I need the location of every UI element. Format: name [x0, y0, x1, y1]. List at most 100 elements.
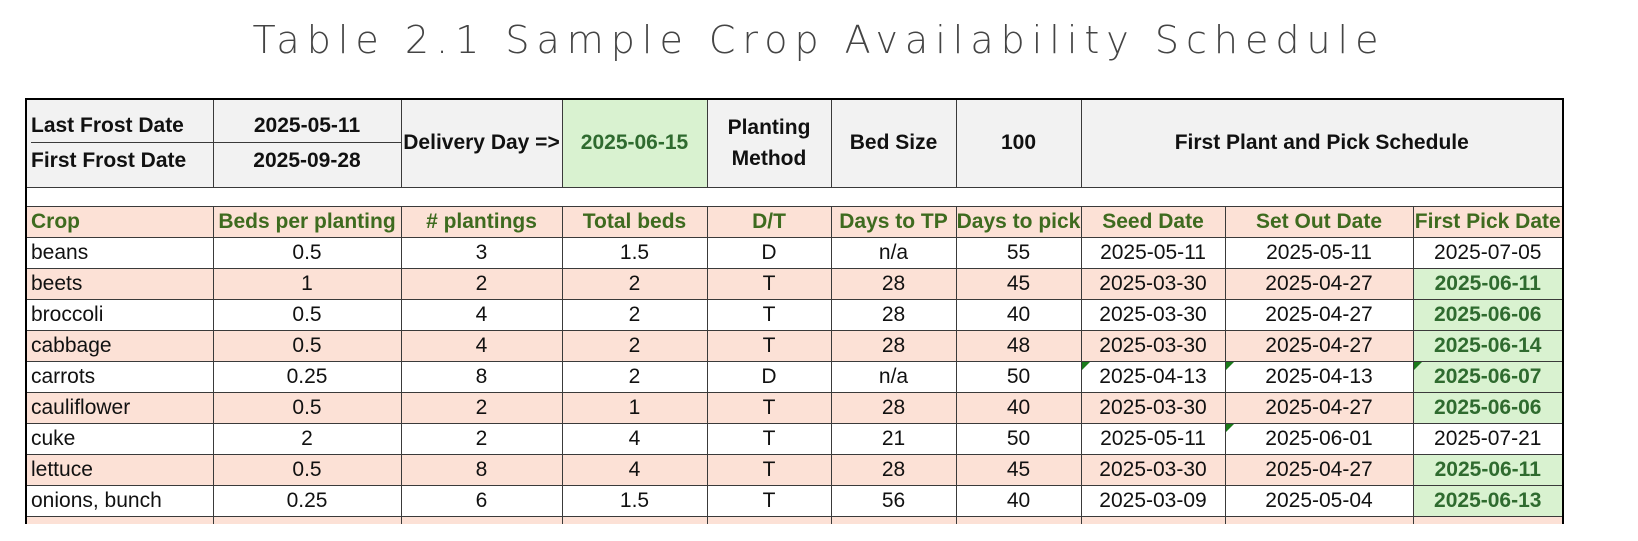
cell-plantings[interactable]: 8 [400, 360, 563, 393]
cell-crop[interactable]: cuke [25, 422, 214, 455]
cell-dt[interactable]: D [706, 360, 832, 393]
cell-plantings[interactable]: 4 [400, 298, 563, 331]
cell-seed-date[interactable]: 2025-03-30 [1080, 391, 1226, 424]
cell-dt[interactable]: T [706, 453, 832, 486]
cell-days-to-tp[interactable]: 28 [830, 298, 957, 331]
cell-dt[interactable]: T [706, 391, 832, 424]
cell-days-to-tp[interactable]: 28 [830, 391, 957, 424]
cell-total[interactable]: 2 [561, 267, 708, 300]
cell-cutoff[interactable] [1080, 515, 1226, 524]
cell-first-pick-date[interactable]: 2025-06-07 [1412, 360, 1564, 393]
frost-labels-cell[interactable]: Last Frost Date First Frost Date [25, 98, 214, 188]
cell-seed-date[interactable]: 2025-05-11 [1080, 422, 1226, 455]
cell-crop[interactable]: beans [25, 236, 214, 269]
cell-days-to-tp[interactable]: 28 [830, 453, 957, 486]
cell-dt[interactable]: T [706, 329, 832, 362]
col-header-total-beds[interactable]: Total beds [561, 205, 708, 238]
cell-dt[interactable]: T [706, 484, 832, 517]
col-header-crop[interactable]: Crop [25, 205, 214, 238]
cell-seed-date[interactable]: 2025-03-30 [1080, 453, 1226, 486]
cell-plantings[interactable]: 2 [400, 422, 563, 455]
cell-set-out-date[interactable]: 2025-04-27 [1224, 453, 1414, 486]
cell-beds[interactable]: 0.25 [212, 360, 402, 393]
cell-seed-date[interactable]: 2025-03-09 [1080, 484, 1226, 517]
cell-set-out-date[interactable]: 2025-05-04 [1224, 484, 1414, 517]
cell-cutoff[interactable] [1412, 515, 1564, 524]
cell-seed-date[interactable]: 2025-04-13 [1080, 360, 1226, 393]
col-header-dt[interactable]: D/T [706, 205, 832, 238]
cell-crop[interactable]: lettuce [25, 453, 214, 486]
cell-days-to-pick[interactable]: 45 [955, 267, 1082, 300]
cell-beds[interactable]: 0.25 [212, 484, 402, 517]
cell-total[interactable]: 1 [561, 391, 708, 424]
cell-days-to-tp[interactable]: 21 [830, 422, 957, 455]
cell-set-out-date[interactable]: 2025-04-27 [1224, 329, 1414, 362]
cell-seed-date[interactable]: 2025-03-30 [1080, 267, 1226, 300]
cell-days-to-pick[interactable]: 40 [955, 298, 1082, 331]
cell-plantings[interactable]: 6 [400, 484, 563, 517]
cell-cutoff[interactable] [400, 515, 563, 524]
cell-days-to-pick[interactable]: 45 [955, 453, 1082, 486]
cell-days-to-pick[interactable]: 40 [955, 391, 1082, 424]
cell-total[interactable]: 2 [561, 360, 708, 393]
cell-crop[interactable]: broccoli [25, 298, 214, 331]
cell-days-to-tp[interactable]: n/a [830, 360, 957, 393]
col-header-seed-date[interactable]: Seed Date [1080, 205, 1226, 238]
cell-cutoff[interactable] [561, 515, 708, 524]
cell-beds[interactable]: 0.5 [212, 298, 402, 331]
cell-total[interactable]: 2 [561, 298, 708, 331]
cell-beds[interactable]: 2 [212, 422, 402, 455]
col-header-beds-per-planting[interactable]: Beds per planting [212, 205, 402, 238]
cell-set-out-date[interactable]: 2025-04-27 [1224, 298, 1414, 331]
cell-plantings[interactable]: 3 [400, 236, 563, 269]
cell-days-to-pick[interactable]: 40 [955, 484, 1082, 517]
cell-cutoff[interactable] [955, 515, 1082, 524]
col-header-days-to-tp[interactable]: Days to TP [830, 205, 957, 238]
cell-total[interactable]: 2 [561, 329, 708, 362]
cell-first-pick-date[interactable]: 2025-07-21 [1412, 422, 1564, 455]
cell-plantings[interactable]: 2 [400, 391, 563, 424]
cell-crop[interactable]: cabbage [25, 329, 214, 362]
cell-beds[interactable]: 1 [212, 267, 402, 300]
bed-size-value[interactable]: 100 [955, 98, 1082, 188]
cell-total[interactable]: 1.5 [561, 484, 708, 517]
cell-days-to-pick[interactable]: 50 [955, 360, 1082, 393]
cell-days-to-pick[interactable]: 48 [955, 329, 1082, 362]
cell-first-pick-date[interactable]: 2025-06-13 [1412, 484, 1564, 517]
planting-method-label[interactable]: Planting Method [706, 98, 832, 188]
cell-set-out-date[interactable]: 2025-05-11 [1224, 236, 1414, 269]
cell-crop[interactable]: beets [25, 267, 214, 300]
cell-set-out-date[interactable]: 2025-04-13 [1224, 360, 1414, 393]
cell-seed-date[interactable]: 2025-05-11 [1080, 236, 1226, 269]
cell-total[interactable]: 4 [561, 422, 708, 455]
cell-dt[interactable]: T [706, 267, 832, 300]
cell-crop[interactable]: cauliflower [25, 391, 214, 424]
delivery-day-label[interactable]: Delivery Day => [400, 98, 563, 188]
cell-plantings[interactable]: 2 [400, 267, 563, 300]
cell-seed-date[interactable]: 2025-03-30 [1080, 298, 1226, 331]
cell-dt[interactable]: T [706, 298, 832, 331]
cell-plantings[interactable]: 4 [400, 329, 563, 362]
cell-first-pick-date[interactable]: 2025-06-06 [1412, 391, 1564, 424]
cell-first-pick-date[interactable]: 2025-07-05 [1412, 236, 1564, 269]
cell-first-pick-date[interactable]: 2025-06-11 [1412, 267, 1564, 300]
col-header-plantings[interactable]: # plantings [400, 205, 563, 238]
cell-first-pick-date[interactable]: 2025-06-11 [1412, 453, 1564, 486]
cell-days-to-tp[interactable]: 28 [830, 329, 957, 362]
cell-cutoff[interactable] [212, 515, 402, 524]
cell-cutoff[interactable] [1224, 515, 1414, 524]
col-header-first-pick-date[interactable]: First Pick Date [1412, 205, 1564, 238]
schedule-label[interactable]: First Plant and Pick Schedule [1080, 98, 1564, 188]
col-header-set-out-date[interactable]: Set Out Date [1224, 205, 1414, 238]
bed-size-label[interactable]: Bed Size [830, 98, 957, 188]
cell-beds[interactable]: 0.5 [212, 236, 402, 269]
cell-total[interactable]: 1.5 [561, 236, 708, 269]
cell-cutoff[interactable] [25, 515, 214, 524]
cell-cutoff[interactable] [830, 515, 957, 524]
cell-days-to-tp[interactable]: 56 [830, 484, 957, 517]
col-header-days-to-pick[interactable]: Days to pick [955, 205, 1082, 238]
cell-beds[interactable]: 0.5 [212, 391, 402, 424]
cell-days-to-tp[interactable]: 28 [830, 267, 957, 300]
cell-days-to-tp[interactable]: n/a [830, 236, 957, 269]
cell-crop[interactable]: onions, bunch [25, 484, 214, 517]
